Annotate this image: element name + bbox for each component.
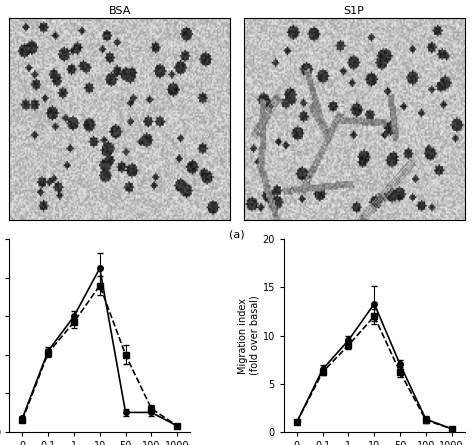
Title: S1P: S1P xyxy=(344,6,365,16)
Y-axis label: Migration index
(fold over basal): Migration index (fold over basal) xyxy=(238,295,260,376)
Title: BSA: BSA xyxy=(109,6,131,16)
Text: (a): (a) xyxy=(229,229,245,239)
